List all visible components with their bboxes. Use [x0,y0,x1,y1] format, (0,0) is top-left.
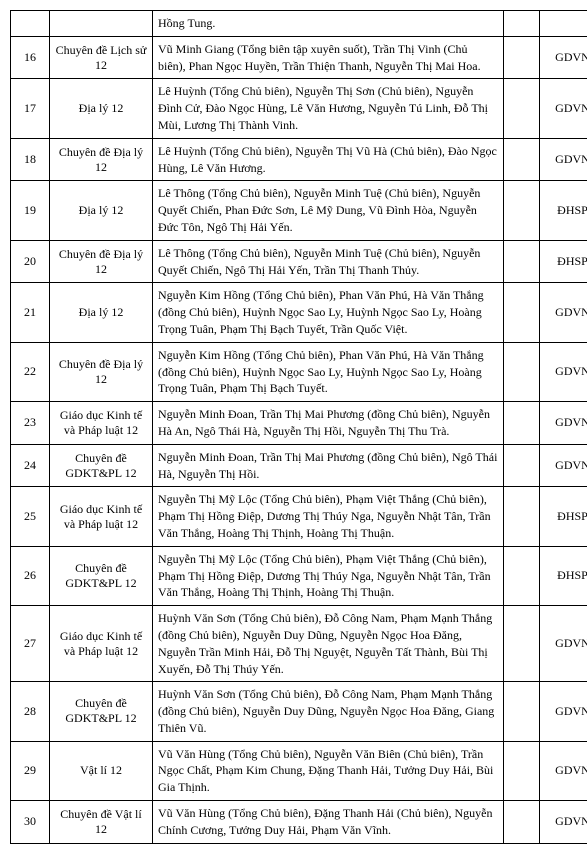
description-cell: Huỳnh Văn Sơn (Tổng Chủ biên), Đỗ Công N… [153,682,504,741]
subject-cell: Giáo dục Kinh tế và Pháp luật 12 [50,606,153,682]
publisher-cell: GDVN [540,79,587,138]
row-number: 23 [11,402,50,445]
subject-cell: Địa lý 12 [50,181,153,240]
extra-cell [504,402,540,445]
row-number: 24 [11,444,50,487]
extra-cell [504,11,540,37]
publisher-cell: GDVN [540,283,587,342]
publisher-cell: ĐHSP [540,487,587,546]
subject-cell: Chuyên đề Lịch sử 12 [50,36,153,79]
extra-cell [504,283,540,342]
table-row: 23Giáo dục Kinh tế và Pháp luật 12Nguyễn… [11,402,587,445]
subject-cell: Vật lí 12 [50,741,153,800]
publisher-cell: ĐHSP [540,546,587,605]
extra-cell [504,138,540,181]
extra-cell [504,546,540,605]
row-number: 16 [11,36,50,79]
publisher-cell: GDVN [540,444,587,487]
table-row: 28Chuyên đề GDKT&PL 12Huỳnh Văn Sơn (Tổn… [11,682,587,741]
row-number: 19 [11,181,50,240]
description-cell: Vũ Văn Hùng (Tổng Chủ biên), Đặng Thanh … [153,801,504,844]
extra-cell [504,444,540,487]
row-number: 22 [11,342,50,401]
table-row: 26Chuyên đề GDKT&PL 12Nguyễn Thị Mỹ Lộc … [11,546,587,605]
extra-cell [504,682,540,741]
table-row: 20Chuyên đề Địa lý 12Lê Thông (Tổng Chủ … [11,240,587,283]
extra-cell [504,342,540,401]
extra-cell [504,240,540,283]
description-cell: Huỳnh Văn Sơn (Tổng Chủ biên), Đỗ Công N… [153,606,504,682]
publisher-cell: GDVN [540,402,587,445]
table-row: 19Địa lý 12Lê Thông (Tổng Chủ biên), Ngu… [11,181,587,240]
subject-cell [50,11,153,37]
publisher-cell: GDVN [540,606,587,682]
table-row: 21Địa lý 12Nguyễn Kim Hồng (Tổng Chủ biê… [11,283,587,342]
extra-cell [504,606,540,682]
publisher-cell: GDVN [540,138,587,181]
extra-cell [504,741,540,800]
row-number: 20 [11,240,50,283]
subject-cell: Chuyên đề Địa lý 12 [50,342,153,401]
table-row: 22Chuyên đề Địa lý 12Nguyễn Kim Hồng (Tổ… [11,342,587,401]
publisher-cell: GDVN [540,741,587,800]
description-cell: Vũ Văn Hùng (Tổng Chủ biên), Nguyễn Văn … [153,741,504,800]
description-cell: Nguyễn Minh Đoan, Trần Thị Mai Phương (đ… [153,444,504,487]
textbook-table: Hồng Tung.16Chuyên đề Lịch sử 12Vũ Minh … [10,10,587,844]
subject-cell: Chuyên đề GDKT&PL 12 [50,546,153,605]
description-cell: Hồng Tung. [153,11,504,37]
extra-cell [504,801,540,844]
extra-cell [504,181,540,240]
row-number: 30 [11,801,50,844]
extra-cell [504,487,540,546]
subject-cell: Giáo dục Kinh tế và Pháp luật 12 [50,402,153,445]
subject-cell: Chuyên đề GDKT&PL 12 [50,444,153,487]
row-number: 18 [11,138,50,181]
subject-cell: Địa lý 12 [50,79,153,138]
publisher-cell [540,11,587,37]
publisher-cell: GDVN [540,682,587,741]
description-cell: Nguyễn Kim Hồng (Tổng Chủ biên), Phan Vă… [153,283,504,342]
subject-cell: Chuyên đề Địa lý 12 [50,138,153,181]
table-row: 29Vật lí 12Vũ Văn Hùng (Tổng Chủ biên), … [11,741,587,800]
row-number: 27 [11,606,50,682]
row-number: 29 [11,741,50,800]
row-number: 28 [11,682,50,741]
table-header-row: Hồng Tung. [11,11,587,37]
row-number [11,11,50,37]
table-row: 18Chuyên đề Địa lý 12Lê Huỳnh (Tổng Chủ … [11,138,587,181]
row-number: 21 [11,283,50,342]
subject-cell: Giáo dục Kinh tế và Pháp luật 12 [50,487,153,546]
publisher-cell: GDVN [540,342,587,401]
description-cell: Lê Huỳnh (Tổng Chủ biên), Nguyễn Thị Sơn… [153,79,504,138]
description-cell: Lê Thông (Tổng Chủ biên), Nguyễn Minh Tu… [153,181,504,240]
table-row: 16Chuyên đề Lịch sử 12Vũ Minh Giang (Tổn… [11,36,587,79]
publisher-cell: GDVN [540,801,587,844]
publisher-cell: ĐHSP [540,181,587,240]
subject-cell: Chuyên đề GDKT&PL 12 [50,682,153,741]
description-cell: Lê Huỳnh (Tổng Chủ biên), Nguyễn Thị Vũ … [153,138,504,181]
description-cell: Nguyễn Thị Mỹ Lộc (Tổng Chủ biên), Phạm … [153,546,504,605]
description-cell: Nguyễn Kim Hồng (Tổng Chủ biên), Phan Vă… [153,342,504,401]
extra-cell [504,79,540,138]
description-cell: Lê Thông (Tổng Chủ biên), Nguyễn Minh Tu… [153,240,504,283]
publisher-cell: ĐHSP [540,240,587,283]
subject-cell: Chuyên đề Vật lí 12 [50,801,153,844]
subject-cell: Địa lý 12 [50,283,153,342]
extra-cell [504,36,540,79]
description-cell: Nguyễn Minh Đoan, Trần Thị Mai Phương (đ… [153,402,504,445]
description-cell: Nguyễn Thị Mỹ Lộc (Tổng Chủ biên), Phạm … [153,487,504,546]
table-row: 17Địa lý 12Lê Huỳnh (Tổng Chủ biên), Ngu… [11,79,587,138]
description-cell: Vũ Minh Giang (Tổng biên tập xuyên suốt)… [153,36,504,79]
publisher-cell: GDVN [540,36,587,79]
table-row: 27Giáo dục Kinh tế và Pháp luật 12Huỳnh … [11,606,587,682]
table-row: 24Chuyên đề GDKT&PL 12Nguyễn Minh Đoan, … [11,444,587,487]
row-number: 25 [11,487,50,546]
table-row: 30Chuyên đề Vật lí 12Vũ Văn Hùng (Tổng C… [11,801,587,844]
row-number: 26 [11,546,50,605]
subject-cell: Chuyên đề Địa lý 12 [50,240,153,283]
table-row: 25Giáo dục Kinh tế và Pháp luật 12Nguyễn… [11,487,587,546]
row-number: 17 [11,79,50,138]
